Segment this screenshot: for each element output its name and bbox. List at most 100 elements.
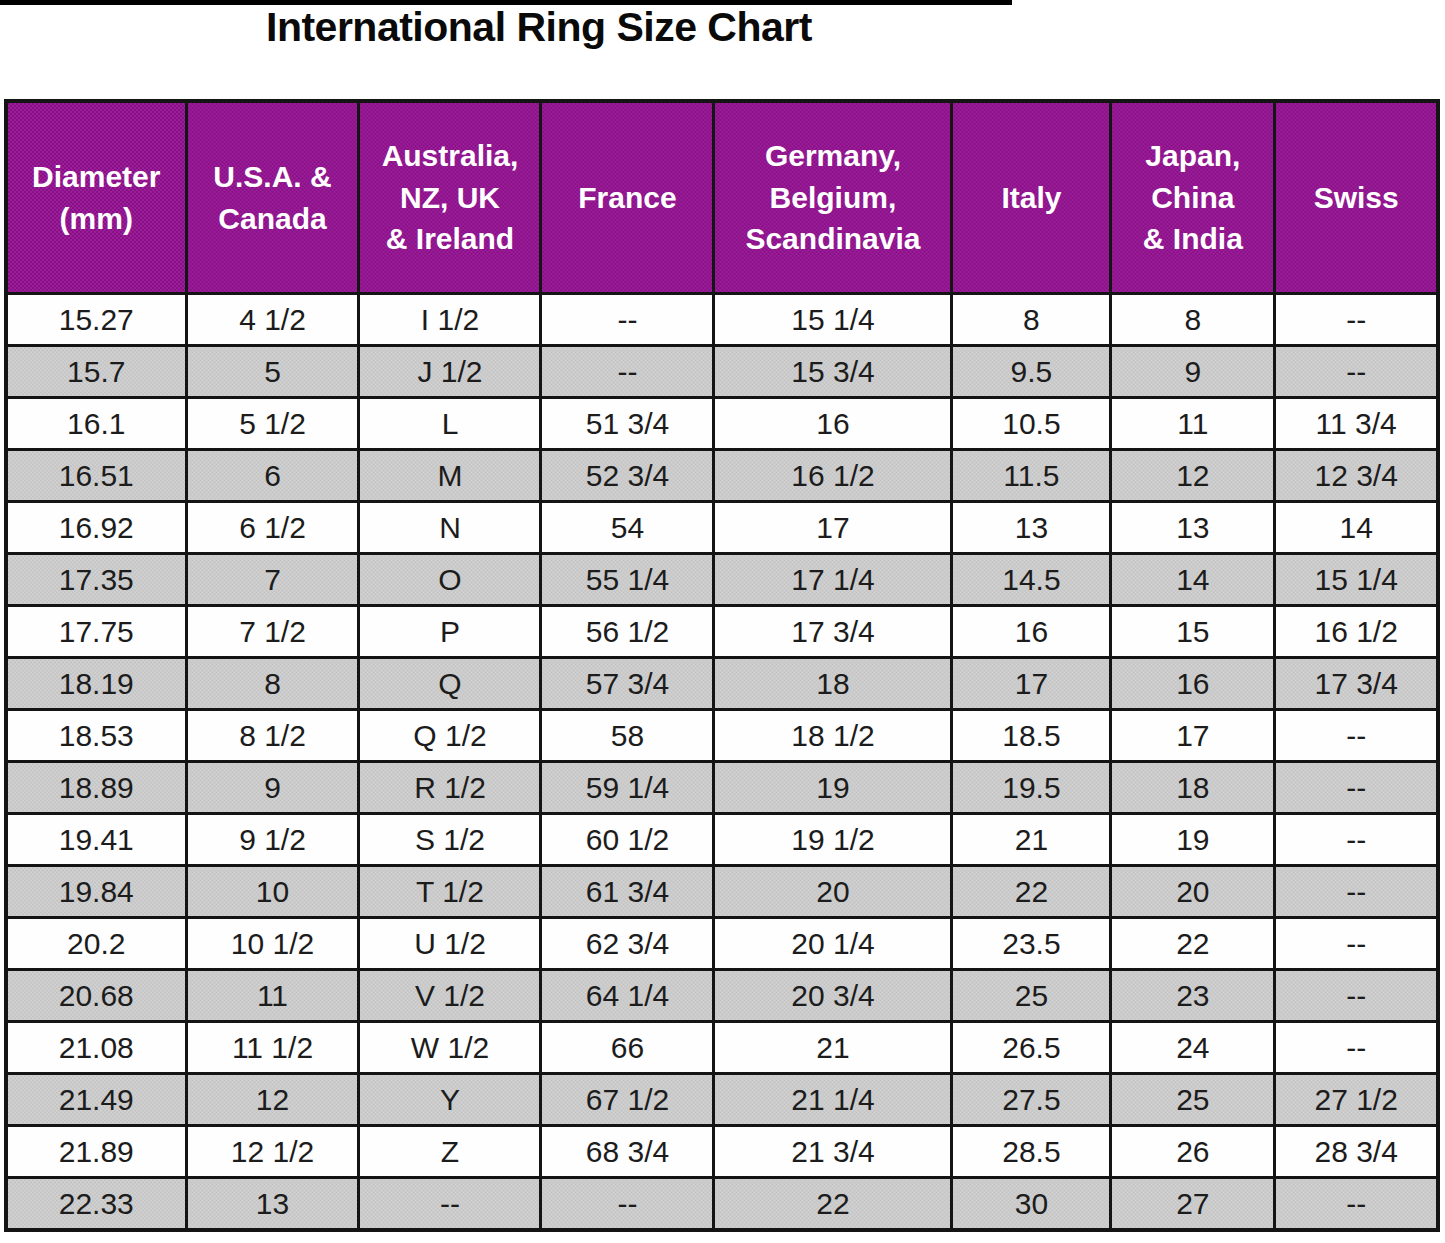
table-cell: 18.19 <box>6 658 186 710</box>
table-cell: 15 1/4 <box>1275 554 1438 606</box>
table-cell: 9 <box>186 762 359 814</box>
table-cell: 23 <box>1111 970 1275 1022</box>
table-row: 21.8912 1/2Z68 3/421 3/428.52628 3/4 <box>6 1126 1438 1178</box>
table-cell: 16 <box>1111 658 1275 710</box>
column-header-japan-china-india: Japan, China & India <box>1111 101 1275 294</box>
table-cell: 20 <box>714 866 952 918</box>
table-cell: 30 <box>952 1178 1111 1231</box>
table-row: 18.538 1/2Q 1/25818 1/218.517-- <box>6 710 1438 762</box>
table-cell: 67 1/2 <box>541 1074 714 1126</box>
table-cell: 10 <box>186 866 359 918</box>
table-cell: -- <box>1275 294 1438 346</box>
table-cell: J 1/2 <box>359 346 541 398</box>
table-row: 16.516M52 3/416 1/211.51212 3/4 <box>6 450 1438 502</box>
table-cell: 19.5 <box>952 762 1111 814</box>
table-cell: 16 <box>714 398 952 450</box>
table-cell: 26.5 <box>952 1022 1111 1074</box>
table-cell: 58 <box>541 710 714 762</box>
table-cell: 12 1/2 <box>186 1126 359 1178</box>
table-cell: 20 3/4 <box>714 970 952 1022</box>
table-cell: 7 1/2 <box>186 606 359 658</box>
table-cell: 24 <box>1111 1022 1275 1074</box>
table-cell: 10.5 <box>952 398 1111 450</box>
table-cell: 17 <box>714 502 952 554</box>
table-cell: 11 1/2 <box>186 1022 359 1074</box>
table-cell: 54 <box>541 502 714 554</box>
table-cell: 18 1/2 <box>714 710 952 762</box>
table-cell: 21 <box>714 1022 952 1074</box>
column-header-diameter-mm: Diameter (mm) <box>6 101 186 294</box>
table-cell: 21 3/4 <box>714 1126 952 1178</box>
table-cell: -- <box>1275 710 1438 762</box>
table-cell: 19 1/2 <box>714 814 952 866</box>
table-cell: 16 <box>952 606 1111 658</box>
table-cell: 64 1/4 <box>541 970 714 1022</box>
table-cell: 17.35 <box>6 554 186 606</box>
table-cell: 11 <box>186 970 359 1022</box>
table-row: 20.6811V 1/264 1/420 3/42523-- <box>6 970 1438 1022</box>
table-cell: 9.5 <box>952 346 1111 398</box>
table-cell: 27 1/2 <box>1275 1074 1438 1126</box>
table-cell: 11.5 <box>952 450 1111 502</box>
table-cell: 19 <box>714 762 952 814</box>
table-cell: S 1/2 <box>359 814 541 866</box>
table-cell: 22.33 <box>6 1178 186 1231</box>
table-cell: 17 3/4 <box>1275 658 1438 710</box>
column-header-usa-canada: U.S.A. & Canada <box>186 101 359 294</box>
table-cell: 21 1/4 <box>714 1074 952 1126</box>
table-row: 16.926 1/2N5417131314 <box>6 502 1438 554</box>
table-row: 19.419 1/2S 1/260 1/219 1/22119-- <box>6 814 1438 866</box>
table-cell: 11 3/4 <box>1275 398 1438 450</box>
table-cell: 12 <box>1111 450 1275 502</box>
table-cell: 20 1/4 <box>714 918 952 970</box>
table-cell: 16 1/2 <box>1275 606 1438 658</box>
table-cell: 18 <box>1111 762 1275 814</box>
table-cell: 18.5 <box>952 710 1111 762</box>
table-cell: R 1/2 <box>359 762 541 814</box>
table-row: 22.3313----223027-- <box>6 1178 1438 1231</box>
table-cell: 15 3/4 <box>714 346 952 398</box>
table-cell: 25 <box>1111 1074 1275 1126</box>
table-row: 16.15 1/2L51 3/41610.51111 3/4 <box>6 398 1438 450</box>
table-cell: 13 <box>186 1178 359 1231</box>
table-cell: -- <box>1275 918 1438 970</box>
table-cell: 20.68 <box>6 970 186 1022</box>
table-cell: 52 3/4 <box>541 450 714 502</box>
table-row: 15.274 1/2I 1/2--15 1/488-- <box>6 294 1438 346</box>
table-row: 19.8410T 1/261 3/4202220-- <box>6 866 1438 918</box>
table-cell: 20 <box>1111 866 1275 918</box>
table-cell: 8 1/2 <box>186 710 359 762</box>
table-cell: L <box>359 398 541 450</box>
table-cell: -- <box>1275 1022 1438 1074</box>
table-cell: 16.51 <box>6 450 186 502</box>
table-cell: 5 <box>186 346 359 398</box>
table-cell: -- <box>541 346 714 398</box>
column-header-germany-belgium-scandinavia: Germany, Belgium, Scandinavia <box>714 101 952 294</box>
table-cell: O <box>359 554 541 606</box>
table-cell: 21.08 <box>6 1022 186 1074</box>
table-cell: 8 <box>186 658 359 710</box>
table-cell: 22 <box>1111 918 1275 970</box>
table-cell: 14 <box>1275 502 1438 554</box>
table-cell: 14.5 <box>952 554 1111 606</box>
column-header-australia-nz-uk-ireland: Australia, NZ, UK & Ireland <box>359 101 541 294</box>
table-cell: 23.5 <box>952 918 1111 970</box>
column-header-italy: Italy <box>952 101 1111 294</box>
table-cell: 55 1/4 <box>541 554 714 606</box>
ring-size-table: Diameter (mm) U.S.A. & Canada Australia,… <box>4 99 1440 1232</box>
ring-size-chart-page: International Ring Size Chart Diameter (… <box>0 0 1445 1243</box>
table-row: 18.899R 1/259 1/41919.518-- <box>6 762 1438 814</box>
table-cell: 18 <box>714 658 952 710</box>
table-cell: 4 1/2 <box>186 294 359 346</box>
table-cell: 6 1/2 <box>186 502 359 554</box>
table-cell: 21.89 <box>6 1126 186 1178</box>
table-row: 21.4912Y67 1/221 1/427.52527 1/2 <box>6 1074 1438 1126</box>
table-cell: 15.27 <box>6 294 186 346</box>
table-cell: 12 3/4 <box>1275 450 1438 502</box>
table-cell: T 1/2 <box>359 866 541 918</box>
table-cell: Z <box>359 1126 541 1178</box>
table-cell: -- <box>1275 970 1438 1022</box>
table-cell: 28.5 <box>952 1126 1111 1178</box>
table-cell: 19 <box>1111 814 1275 866</box>
table-cell: Q 1/2 <box>359 710 541 762</box>
